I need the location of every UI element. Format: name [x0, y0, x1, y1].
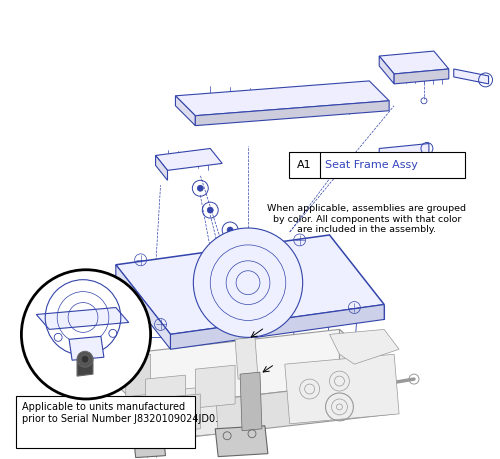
Polygon shape [176, 96, 196, 126]
Polygon shape [156, 149, 222, 170]
Polygon shape [240, 372, 262, 431]
Polygon shape [146, 375, 186, 418]
Polygon shape [285, 354, 399, 424]
Polygon shape [69, 336, 104, 360]
Polygon shape [196, 365, 235, 408]
Polygon shape [379, 51, 449, 74]
Text: Seat Frame Assy: Seat Frame Assy [324, 160, 418, 170]
Polygon shape [340, 330, 394, 414]
Polygon shape [116, 265, 170, 349]
Polygon shape [121, 330, 394, 404]
Polygon shape [36, 308, 128, 330]
Text: A1: A1 [296, 160, 311, 170]
Polygon shape [379, 144, 429, 158]
Circle shape [77, 351, 93, 367]
Circle shape [227, 227, 233, 233]
Circle shape [81, 355, 89, 363]
Polygon shape [330, 330, 399, 364]
Polygon shape [130, 386, 218, 442]
Polygon shape [196, 101, 389, 126]
Polygon shape [235, 337, 258, 379]
Text: When applicable, assemblies are grouped
by color. All components with that color: When applicable, assemblies are grouped … [268, 204, 466, 234]
Bar [16, 396, 196, 448]
Polygon shape [146, 394, 201, 434]
Text: Applicable to units manufactured
prior to Serial Number J8320109024JD0.: Applicable to units manufactured prior t… [22, 402, 218, 424]
Circle shape [194, 228, 302, 337]
Circle shape [198, 185, 203, 191]
Polygon shape [454, 69, 488, 84]
Polygon shape [134, 437, 166, 458]
Polygon shape [126, 354, 150, 397]
Polygon shape [170, 304, 384, 349]
Circle shape [208, 207, 213, 213]
Polygon shape [176, 379, 394, 439]
Bar [289, 152, 465, 179]
Polygon shape [156, 156, 168, 180]
Polygon shape [176, 81, 389, 116]
Polygon shape [121, 354, 176, 439]
Polygon shape [215, 426, 268, 457]
Circle shape [22, 270, 150, 399]
Polygon shape [394, 69, 449, 84]
Polygon shape [379, 56, 394, 84]
Polygon shape [77, 357, 93, 376]
Polygon shape [116, 235, 384, 334]
